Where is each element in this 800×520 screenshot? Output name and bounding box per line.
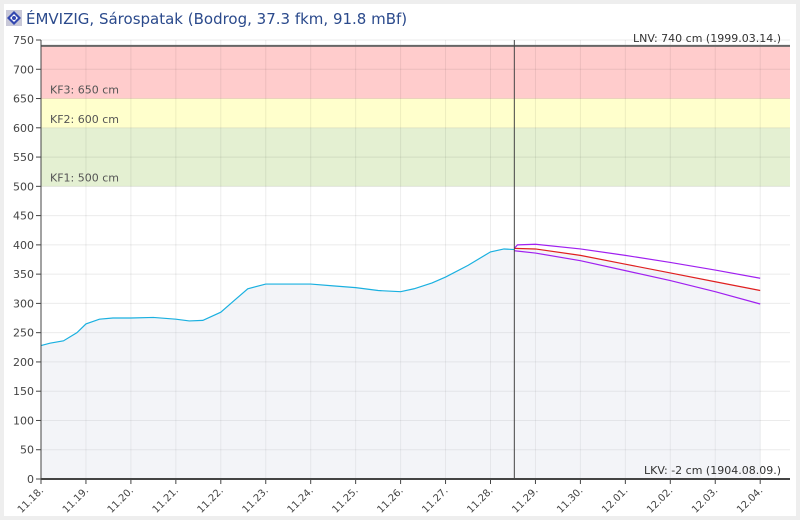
band-label: KF3: 650 cm (50, 84, 119, 97)
band-1 (41, 127, 790, 187)
y-tick-label: 250 (13, 327, 34, 340)
band-label: KF2: 600 cm (50, 113, 119, 126)
y-tick-label: 50 (20, 444, 34, 457)
y-tick-label: 450 (13, 210, 34, 223)
y-tick-label: 100 (13, 414, 34, 427)
band-label: KF1: 500 cm (50, 171, 119, 184)
y-tick-label: 650 (13, 93, 34, 106)
area-fill (41, 248, 761, 479)
x-tick-label: 11.27. (420, 485, 450, 515)
x-tick-label: 11.22. (196, 485, 226, 515)
y-tick-label: 600 (13, 122, 34, 135)
x-tick-label: 11.25. (330, 485, 360, 515)
chart-title: ÉMVIZIG, Sárospatak (Bodrog, 37.3 fkm, 9… (26, 10, 408, 28)
series-forecast-lower (514, 250, 761, 305)
y-tick-label: 500 (13, 180, 34, 193)
x-tick-label: 11.18. (16, 485, 46, 515)
x-tick-label: 11.29. (510, 485, 540, 515)
band-2 (41, 98, 790, 128)
series-forecast (514, 247, 761, 292)
x-tick-label: 11.23. (241, 485, 271, 515)
x-tick-label: 11.21. (151, 485, 181, 515)
lkv-label: LKV: -2 cm (1904.08.09.) (644, 464, 781, 477)
y-tick-label: 300 (13, 297, 34, 310)
x-tick-label: 11.20. (106, 485, 136, 515)
x-tick-label: 12.02. (645, 485, 675, 515)
x-tick-label: 12.03. (690, 485, 720, 515)
y-tick-label: 350 (13, 268, 34, 281)
x-tick-label: 11.19. (61, 485, 91, 515)
x-tick-label: 11.28. (465, 485, 495, 515)
series-measured (40, 248, 515, 347)
band-3 (41, 45, 790, 99)
y-tick-label: 750 (13, 34, 34, 47)
x-tick-label: 12.01. (600, 485, 630, 515)
x-tick-label: 11.30. (555, 485, 585, 515)
y-tick-label: 200 (13, 356, 34, 369)
y-tick-label: 400 (13, 239, 34, 252)
x-tick-label: 12.04. (735, 485, 765, 515)
lnv-label: LNV: 740 cm (1999.03.14.) (633, 32, 781, 45)
y-tick-label: 550 (13, 151, 34, 164)
y-tick-label: 150 (13, 385, 34, 398)
x-tick-label: 11.24. (286, 485, 316, 515)
emvizig-logo-icon (6, 10, 22, 26)
series-forecast-upper (513, 243, 761, 279)
y-tick-label: 0 (27, 473, 34, 486)
y-tick-label: 700 (13, 63, 34, 76)
x-tick-label: 11.26. (375, 485, 405, 515)
